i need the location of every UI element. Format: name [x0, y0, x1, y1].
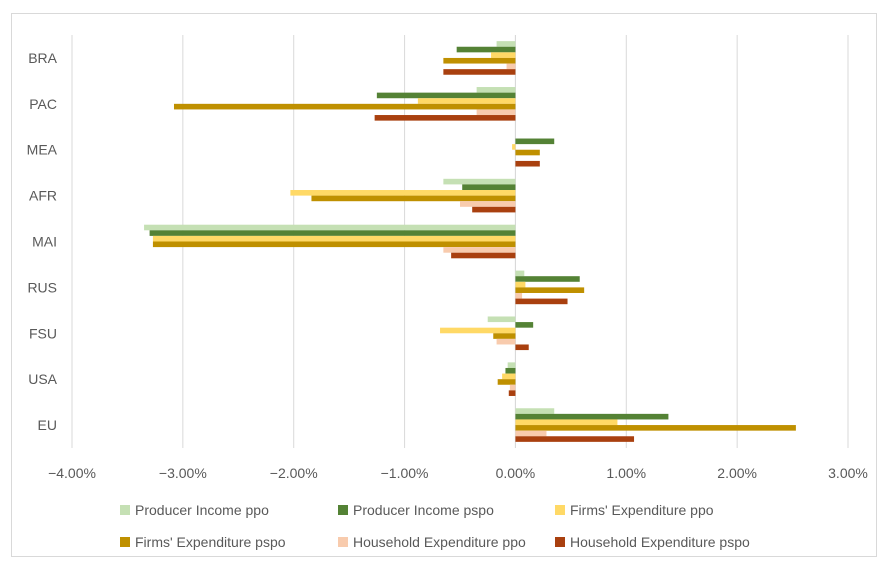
legend-swatch [338, 505, 348, 515]
legend-label: Household Expenditure ppo [353, 534, 526, 550]
bar-pac-2 [417, 98, 516, 104]
bar-mai-5 [451, 252, 516, 259]
bar-eu-1 [515, 413, 669, 420]
bar-pac-3 [173, 103, 516, 110]
legend-swatch [555, 505, 565, 515]
bar-eu-5 [515, 436, 635, 442]
bar-afr-1 [462, 184, 516, 191]
bar-mea-5 [515, 160, 540, 167]
bar-usa-5 [508, 390, 516, 396]
chart-area: BRA PAC MEA AFR MAI RUS FSU USA EU −4.00% −3.00% −… [11, 13, 877, 557]
bar-mai-2 [152, 235, 516, 242]
bar-bra-3 [443, 57, 516, 64]
x-tick-label: −4.00% [48, 465, 96, 481]
category-label: AFR [29, 188, 57, 204]
category-label: USA [28, 371, 57, 387]
bar-pac-1 [376, 92, 516, 99]
bar-afr-4 [460, 201, 516, 207]
bar-afr-2 [290, 190, 516, 196]
legend-label: Producer Income ppo [135, 502, 269, 518]
bar-eu-2 [515, 419, 618, 426]
legend-swatch [338, 537, 348, 547]
legend-swatch [555, 537, 565, 547]
category-label: MEA [27, 142, 58, 158]
x-tick-label: −3.00% [159, 465, 207, 481]
legend-label: Producer Income pspo [353, 502, 494, 518]
bar-usa-0 [507, 362, 516, 368]
category-label: EU [38, 417, 57, 433]
bar-bra-0 [496, 41, 516, 47]
category-label: FSU [29, 325, 57, 341]
bar-fsu-0 [487, 316, 516, 323]
bar-eu-3 [515, 425, 796, 431]
bar-rus-0 [515, 270, 525, 277]
legend: Producer Income ppo Producer Income pspo F… [120, 502, 750, 550]
bar-usa-1 [505, 367, 516, 374]
bar-rus-5 [515, 298, 568, 305]
category-label: RUS [27, 279, 57, 295]
legend-swatch [120, 537, 130, 547]
bar-afr-5 [472, 206, 516, 213]
bar-fsu-2 [440, 327, 516, 334]
bar-eu-4 [515, 430, 547, 437]
bar-pac-5 [374, 115, 516, 121]
bar-fsu-5 [515, 344, 529, 351]
bar-mai-0 [144, 224, 516, 231]
bar-mea-3 [515, 149, 540, 156]
x-tick-label: −1.00% [381, 465, 429, 481]
bar-bra-5 [443, 69, 516, 75]
bar-usa-2 [502, 373, 516, 380]
bar-mai-4 [443, 247, 516, 253]
x-tick-label: −2.00% [270, 465, 318, 481]
bar-mai-1 [149, 230, 516, 236]
legend-label: Household Expenditure pspo [570, 534, 750, 550]
bar-rus-3 [515, 287, 585, 293]
bar-afr-3 [311, 195, 516, 202]
legend-label: Firms' Expenditure pspo [135, 534, 286, 550]
bar-mea-2 [512, 144, 516, 150]
bar-usa-4 [509, 384, 516, 391]
x-tick-label: 1.00% [606, 465, 646, 481]
bars [144, 41, 796, 442]
category-label: BRA [28, 50, 57, 66]
bar-pac-4 [476, 109, 516, 116]
legend-swatch [120, 505, 130, 515]
x-tick-labels: −4.00% −3.00% −2.00% −1.00% 0.00% 1.00% 2.00% 3… [48, 465, 868, 481]
x-tick-label: 3.00% [828, 465, 868, 481]
bar-mea-1 [515, 138, 555, 145]
bar-fsu-1 [515, 322, 534, 328]
x-tick-label: 2.00% [717, 465, 757, 481]
category-labels: BRA PAC MEA AFR MAI RUS FSU USA EU [27, 50, 58, 433]
bar-bra-1 [456, 46, 516, 53]
category-label: MAI [32, 234, 57, 250]
bar-rus-1 [515, 276, 580, 282]
bar-rus-2 [515, 281, 526, 288]
bar-bra-4 [506, 63, 516, 70]
bar-mai-3 [152, 241, 516, 248]
legend-label: Firms' Expenditure ppo [570, 502, 714, 518]
bar-bra-2 [491, 52, 516, 58]
bar-fsu-4 [496, 338, 516, 345]
bar-usa-3 [497, 379, 516, 385]
bar-pac-0 [476, 87, 516, 93]
bar-afr-0 [443, 178, 516, 185]
bar-rus-4 [515, 292, 523, 299]
bar-fsu-3 [493, 333, 516, 339]
category-label: PAC [29, 96, 57, 112]
bar-eu-0 [515, 408, 555, 414]
x-tick-label: 0.00% [496, 465, 536, 481]
